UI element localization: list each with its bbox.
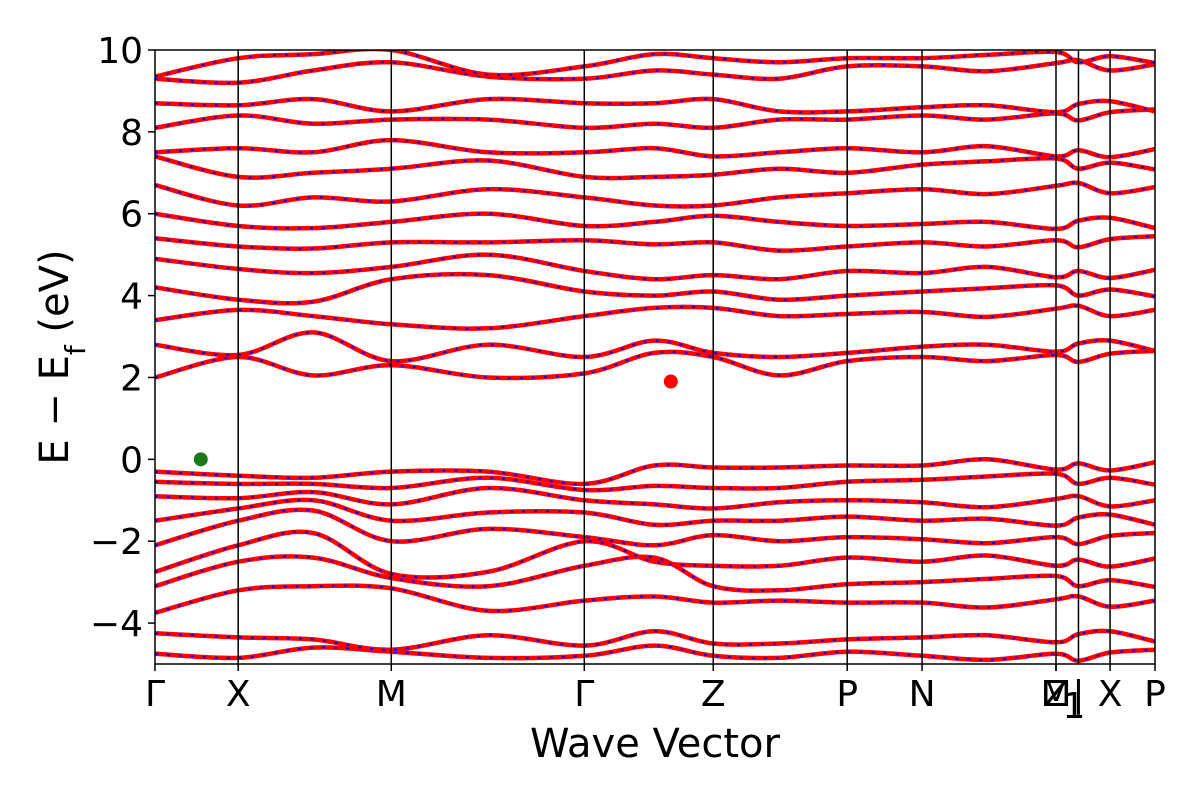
band-line-red: [155, 180, 1155, 209]
y-axis-label: E − Ef (eV): [32, 249, 92, 464]
band-line-blue: [155, 139, 1155, 159]
band-line-red: [155, 211, 1155, 232]
band-line-red: [155, 507, 1155, 548]
band-line-blue: [155, 212, 1155, 230]
band-line-blue: [155, 58, 1155, 84]
y-axis-ticks: −4 −2 0 2 4 6 8 10: [90, 31, 155, 645]
band-line-red: [155, 107, 1155, 131]
band-line-blue: [155, 253, 1155, 281]
y-axis-label-unit: [32, 333, 78, 346]
y-axis-label-unit-text: (eV): [32, 249, 78, 332]
plot-frame: [154, 49, 1156, 665]
band-line-blue: [155, 181, 1155, 208]
x-axis-label: Wave Vector: [530, 721, 781, 767]
band-line-blue: [155, 584, 1155, 614]
y-axis-label-subscript: f: [59, 344, 92, 355]
band-line-blue: [155, 304, 1155, 330]
x-tick-label: Z: [1044, 674, 1069, 715]
x-tick-label: |: [1072, 674, 1084, 715]
high-symmetry-lines: [237, 50, 1111, 664]
y-tick-label: 0: [120, 440, 143, 481]
band-line-red: [155, 583, 1155, 616]
band-line-red: [155, 303, 1155, 331]
x-tick-label: P: [1144, 674, 1166, 715]
band-line-red: [155, 96, 1155, 115]
band-line-red: [155, 154, 1155, 181]
band-line-blue: [155, 629, 1155, 651]
cbm-marker: [663, 374, 678, 389]
x-tick-label: 1: [1063, 686, 1086, 727]
x-tick-label: N: [909, 674, 936, 715]
band-line-red: [155, 233, 1155, 253]
x-tick-label: Γ: [574, 674, 594, 715]
extremum-markers: [193, 374, 678, 467]
band-line-blue: [155, 644, 1155, 662]
y-tick-label: 2: [120, 358, 143, 399]
y-tick-label: 10: [97, 31, 143, 72]
x-tick-label: X: [1098, 674, 1123, 715]
x-tick-label: P: [836, 674, 858, 715]
y-tick-label: 6: [120, 195, 143, 236]
x-axis-ticks: Γ X M Γ Z P N ZM1| X P: [145, 664, 1166, 727]
x-tick-label: M: [376, 674, 407, 715]
x-tick-label: Γ: [145, 674, 165, 715]
y-axis-label-main: E − E: [32, 355, 78, 465]
band-line-blue: [155, 555, 1155, 592]
band-line-red: [155, 348, 1155, 381]
band-line-blue: [155, 97, 1155, 114]
y-tick-label: −2: [90, 522, 143, 563]
band-line-red: [155, 272, 1155, 306]
band-line-blue: [155, 458, 1155, 485]
band-line-red: [155, 471, 1155, 493]
bands-layer: [155, 50, 1155, 663]
band-line-blue: [155, 50, 1155, 78]
band-line-blue: [155, 331, 1155, 363]
y-tick-label: 8: [120, 113, 143, 154]
vbm-marker: [193, 452, 208, 467]
x-tick-label: X: [226, 674, 251, 715]
y-tick-label: 4: [120, 277, 143, 318]
y-tick-label: −4: [90, 604, 143, 645]
band-line-blue: [155, 498, 1155, 527]
band-line-red: [155, 57, 1155, 86]
band-line-red: [155, 252, 1155, 282]
band-line-blue: [155, 486, 1155, 510]
band-line-red: [155, 457, 1155, 487]
x-tick-label: Z: [701, 674, 726, 715]
band-line-blue: [155, 155, 1155, 180]
band-line-blue: [155, 530, 1155, 579]
band-line-red: [155, 330, 1155, 364]
x-tick-label: M: [1040, 674, 1071, 715]
